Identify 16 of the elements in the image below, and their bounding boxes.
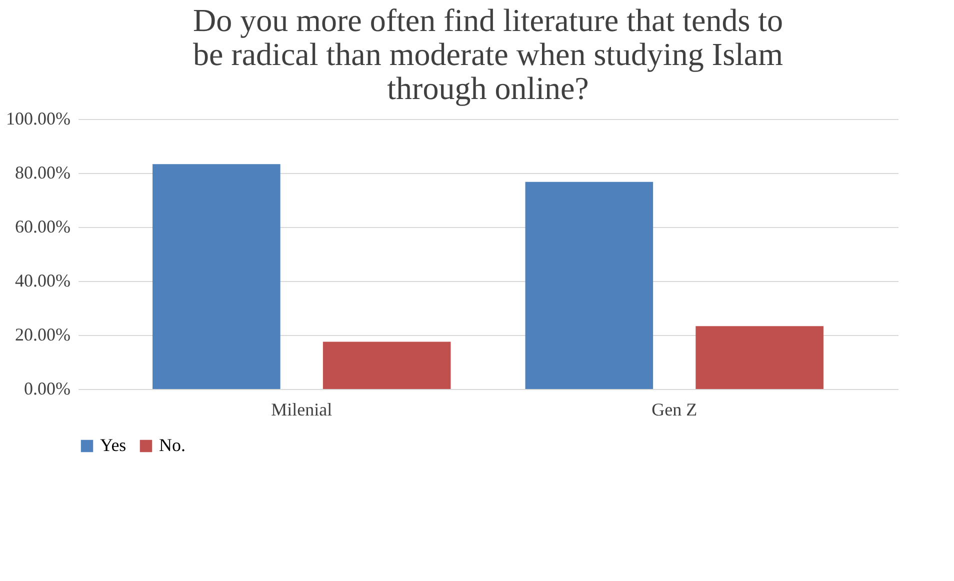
text: Do you more often find literature that tends to <box>192 2 784 38</box>
x-tick-label: Gen Z <box>652 400 698 420</box>
y-tick-label: 60.00% <box>15 216 70 236</box>
bar <box>696 326 824 389</box>
bar <box>152 164 280 389</box>
y-tick-label: 100.00% <box>6 108 70 128</box>
y-tick-label: 20.00% <box>15 324 70 344</box>
text: through online? <box>387 70 589 106</box>
x-tick-label: Milenial <box>271 400 332 420</box>
y-tick-label: 40.00% <box>15 270 70 290</box>
y-tick-label: 80.00% <box>15 162 70 182</box>
y-tick-label: 0.00% <box>24 378 70 398</box>
bar <box>525 182 654 389</box>
bar <box>322 342 451 389</box>
legend-label: No. <box>159 435 186 455</box>
legend-label: Yes <box>100 435 126 455</box>
